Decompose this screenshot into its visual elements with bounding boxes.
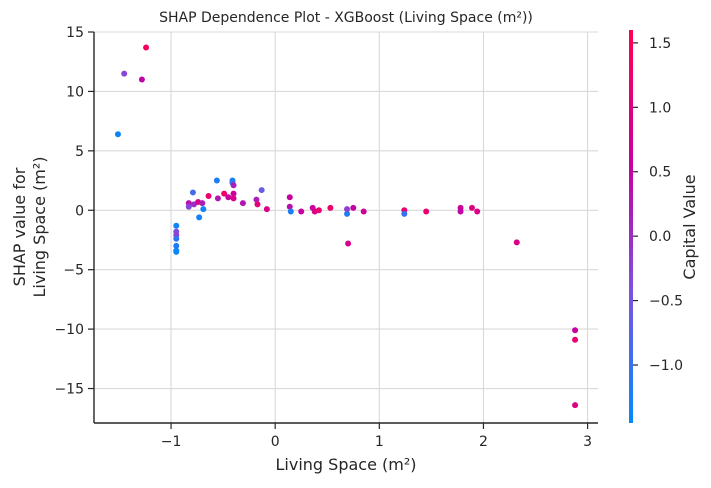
- y-tick-label: −5: [63, 263, 84, 279]
- y-tick-label: 0: [75, 203, 84, 219]
- colorbar-tick-label: 1.0: [649, 100, 671, 116]
- scatter-points: [114, 44, 579, 409]
- scatter-point: [173, 248, 180, 255]
- scatter-point: [327, 204, 334, 211]
- scatter-point: [114, 131, 121, 138]
- scatter-point: [345, 240, 352, 247]
- colorbar-tick-label: 0.5: [649, 165, 671, 181]
- scatter-point: [221, 190, 228, 197]
- scatter-point: [344, 206, 351, 213]
- scatter-point: [173, 235, 180, 242]
- scatter-point: [350, 204, 357, 211]
- y-tick-label: −10: [54, 322, 84, 338]
- scatter-point: [189, 189, 196, 196]
- scatter-point: [230, 195, 237, 202]
- x-axis-label: Living Space (m²): [276, 455, 417, 474]
- scatter-point: [185, 203, 192, 210]
- colorbar-tick-label: 1.5: [649, 36, 671, 52]
- scatter-point: [199, 200, 206, 207]
- scatter-point: [214, 195, 221, 202]
- x-tick-label: 1: [375, 434, 384, 450]
- scatter-point: [423, 208, 430, 215]
- scatter-point: [143, 44, 150, 51]
- colorbar: 1.5 1.0 0.5 0.0 −0.5 −1.0 Capital Value: [629, 30, 699, 423]
- scatter-point: [474, 208, 481, 215]
- x-tick-label: 0: [271, 434, 280, 450]
- scatter-point: [121, 70, 128, 77]
- grid-lines: [94, 31, 598, 423]
- scatter-point: [360, 208, 367, 215]
- scatter-point: [469, 204, 475, 211]
- y-tick-label: 5: [75, 144, 84, 160]
- scatter-point: [173, 242, 180, 249]
- scatter-point: [173, 222, 180, 229]
- colorbar-tick-label: 0.0: [649, 229, 671, 245]
- scatter-point: [401, 210, 408, 217]
- scatter-point: [287, 208, 294, 215]
- scatter-point: [315, 207, 322, 214]
- colorbar-ticks: 1.5 1.0 0.5 0.0 −0.5 −1.0: [633, 36, 683, 374]
- scatter-point: [572, 402, 579, 409]
- scatter-point: [457, 208, 464, 215]
- x-tick-label: 3: [583, 434, 592, 450]
- scatter-point: [263, 206, 270, 213]
- colorbar-gradient: [629, 30, 633, 423]
- chart-title: SHAP Dependence Plot - XGBoost (Living S…: [159, 10, 533, 26]
- x-tick-label: −1: [161, 434, 182, 450]
- colorbar-tick-label: −0.5: [649, 294, 683, 310]
- scatter-point: [258, 187, 265, 194]
- scatter-point: [254, 201, 261, 208]
- axes: [88, 31, 598, 429]
- scatter-point: [572, 336, 579, 343]
- scatter-point: [239, 200, 246, 207]
- scatter-point: [286, 194, 293, 201]
- scatter-point: [286, 203, 293, 210]
- y-axis-label: SHAP value for Living Space (m²): [10, 157, 49, 298]
- scatter-point: [230, 182, 237, 189]
- y-tick-label: 10: [66, 84, 84, 100]
- colorbar-tick-label: −1.0: [649, 358, 683, 374]
- scatter-point: [138, 76, 145, 83]
- scatter-point: [344, 210, 351, 217]
- scatter-point: [230, 190, 237, 197]
- scatter-point: [196, 214, 203, 221]
- scatter-point: [572, 327, 579, 334]
- scatter-point: [200, 206, 207, 213]
- y-axis-label-line-1: SHAP value for: [10, 167, 29, 286]
- colorbar-label: Capital Value: [680, 174, 699, 279]
- scatter-point: [205, 193, 212, 200]
- y-tick-label: 15: [66, 25, 84, 41]
- x-tick-label: 2: [479, 434, 488, 450]
- scatter-point: [253, 196, 260, 203]
- scatter-point: [513, 239, 520, 246]
- scatter-point: [213, 177, 220, 184]
- y-axis-label-line-2: Living Space (m²): [30, 157, 49, 298]
- y-tick-label: −15: [54, 382, 84, 398]
- scatter-point: [225, 194, 232, 201]
- scatter-point: [298, 208, 305, 215]
